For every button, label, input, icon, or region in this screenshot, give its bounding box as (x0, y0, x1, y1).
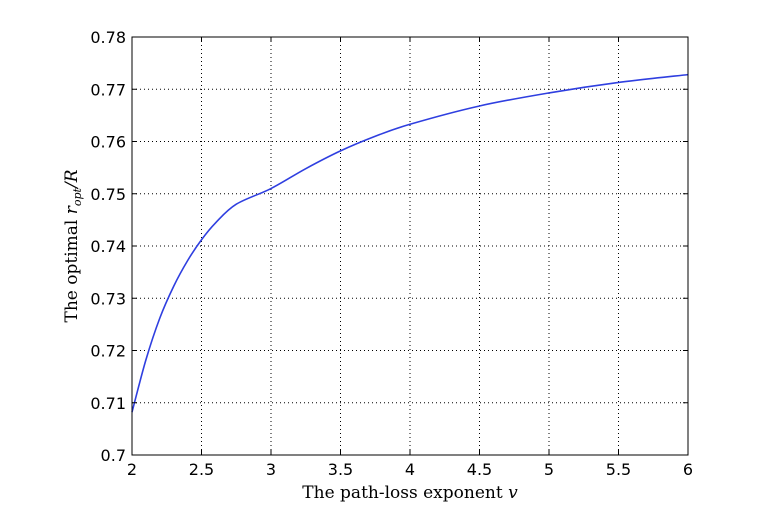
y-tick-label: 0.75 (90, 185, 126, 204)
x-axis-label-variable: v (508, 483, 518, 503)
y-axis-label-suffix: /R (62, 169, 82, 190)
y-axis-label-text: The optimal (62, 220, 82, 323)
y-tick-label: 0.72 (90, 342, 126, 361)
x-axis-label: The path-loss exponent v (302, 483, 518, 503)
x-tick-label: 2.5 (189, 460, 214, 479)
x-tick-label: 4.5 (467, 460, 492, 479)
y-tick-label: 0.77 (90, 80, 126, 99)
y-axis-label: The optimal ropt/R (62, 169, 84, 322)
y-axis-label-variable: r (62, 205, 82, 214)
x-tick-label: 2 (127, 460, 137, 479)
y-tick-label: 0.7 (101, 446, 126, 465)
y-tick-label: 0.73 (90, 289, 126, 308)
x-tick-label: 4 (405, 460, 415, 479)
x-tick-label: 6 (683, 460, 693, 479)
ticks: 2 2.5 3 3.5 4 4.5 5 5.5 6 0.7 0.71 0.72 0.73 0.74 0.75… (90, 28, 693, 479)
x-tick-label: 5 (544, 460, 554, 479)
x-tick-label: 3 (266, 460, 276, 479)
series-line (131, 73, 689, 413)
series-layer (131, 73, 689, 413)
y-tick-label: 0.78 (90, 28, 126, 47)
grid (132, 37, 688, 455)
y-axis-label-subscript: opt (71, 187, 84, 206)
x-tick-label: 5.5 (606, 460, 631, 479)
y-tick-label: 0.76 (90, 133, 126, 152)
x-axis-label-text: The path-loss exponent (302, 483, 503, 503)
x-tick-label: 3.5 (328, 460, 353, 479)
y-tick-label: 0.71 (90, 394, 126, 413)
y-tick-label: 0.74 (90, 237, 126, 256)
